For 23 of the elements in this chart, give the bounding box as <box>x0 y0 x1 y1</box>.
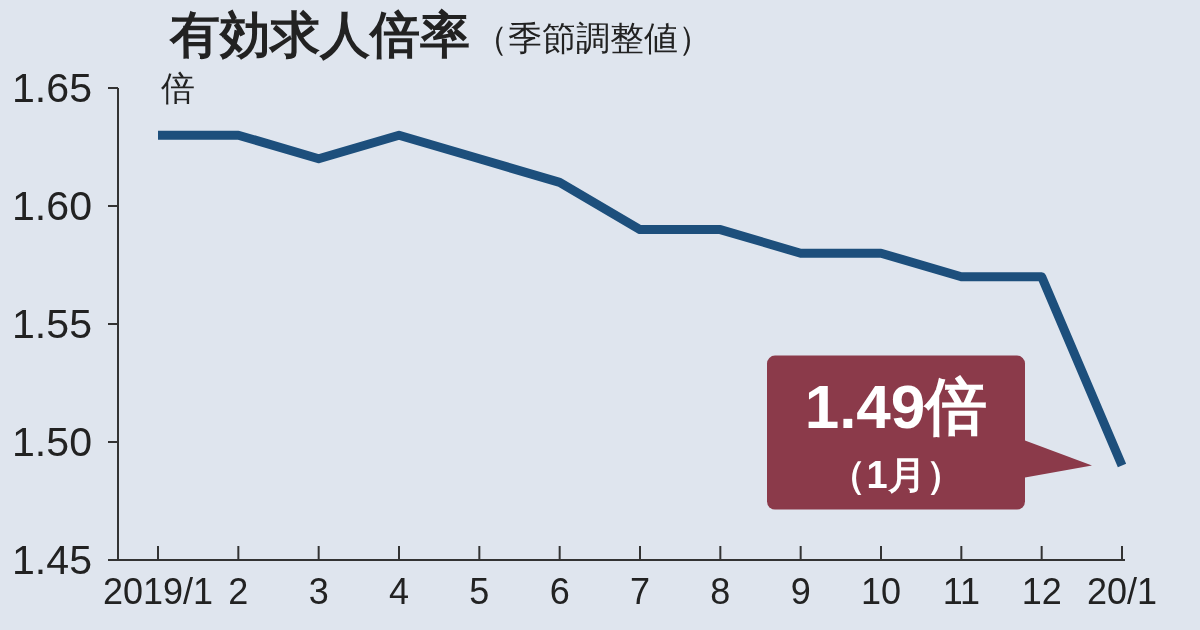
x-tick-label: 10 <box>860 571 902 612</box>
y-tick-label: 1.55 <box>12 302 92 346</box>
x-tick-label: 7 <box>629 571 651 612</box>
x-tick-label: 20/1 <box>1086 571 1158 612</box>
x-tick-label: 9 <box>790 571 811 612</box>
annotation: 1.49倍 <box>804 371 988 441</box>
y-tick-label: 1.65 <box>12 66 92 110</box>
x-tick-label: 6 <box>549 571 570 612</box>
x-tick-label: 11 <box>942 571 981 612</box>
y-tick-label: 1.50 <box>12 420 92 464</box>
x-tick-label: 4 <box>388 571 410 612</box>
x-tick-label: 3 <box>308 571 329 612</box>
x-tick-label: 5 <box>469 571 490 612</box>
x-tick-label: 12 <box>1021 571 1062 612</box>
chart-subtitle: （季節調整値） <box>474 19 712 57</box>
chart-title: 有効求人倍率 <box>169 7 470 63</box>
y-tick-label: 1.45 <box>12 538 92 582</box>
y-tick-label: 1.60 <box>12 184 92 228</box>
annotation: （1月） <box>828 453 964 496</box>
y-axis-title: 倍 <box>161 69 195 107</box>
x-tick-label: 2019/1 <box>102 571 214 612</box>
x-tick-label: 8 <box>710 571 731 612</box>
x-tick-label: 2 <box>228 571 249 612</box>
